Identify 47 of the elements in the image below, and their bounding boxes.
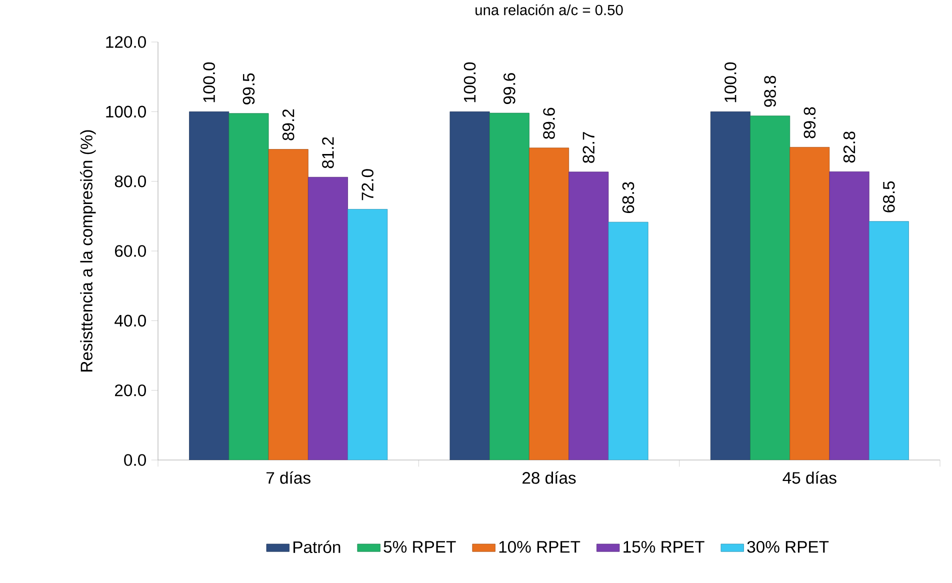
- bar: [790, 147, 830, 460]
- bar: [528, 148, 570, 460]
- data-label: 89.6: [543, 108, 555, 139]
- data-label: 82.8: [843, 132, 856, 163]
- y-tick-label: 60.0: [115, 245, 146, 257]
- bar: [568, 172, 609, 460]
- legend-label: 5% RPET: [384, 541, 456, 553]
- x-tick-label: 7 días: [266, 471, 310, 484]
- data-label: 72.0: [362, 169, 374, 200]
- legend-label: 10% RPET: [499, 540, 580, 553]
- bar: [750, 116, 790, 460]
- data-label: 98.8: [764, 76, 776, 107]
- data-label: 68.3: [622, 182, 634, 213]
- bar: [829, 171, 870, 460]
- y-axis-title: Resisttencia a la compresión (%): [80, 130, 96, 372]
- bar: [348, 209, 388, 460]
- legend-label: Patrón: [293, 540, 340, 554]
- chart-title: una relación a/c = 0.50: [476, 4, 623, 16]
- bar: [868, 221, 909, 460]
- bar: [608, 222, 648, 460]
- x-tick-label: 45 días: [782, 471, 836, 484]
- y-tick-label: 0.0: [124, 454, 146, 466]
- data-label: 81.2: [322, 137, 334, 168]
- data-label: 100.0: [203, 62, 215, 102]
- data-label: 99.6: [503, 73, 516, 104]
- y-tick-label: 80.0: [114, 175, 146, 188]
- legend-label: 30% RPET: [747, 540, 829, 553]
- y-tick-label: 120.0: [106, 36, 146, 48]
- bar: [268, 149, 308, 460]
- data-label: 100.0: [464, 62, 476, 102]
- y-tick-label: 100.0: [106, 106, 146, 118]
- bar: [189, 111, 230, 460]
- data-label: 99.5: [242, 73, 255, 104]
- x-tick-label: 28 días: [522, 471, 576, 484]
- bar: [228, 113, 269, 460]
- data-label: 89.2: [282, 109, 294, 140]
- y-tick-label: 40.0: [114, 314, 146, 327]
- bar: [489, 112, 530, 460]
- data-label: 89.8: [804, 107, 816, 138]
- bar: [710, 111, 750, 460]
- legend-label: 15% RPET: [624, 541, 704, 553]
- y-tick-label: 20.0: [115, 384, 146, 396]
- data-label: 100.0: [724, 62, 736, 102]
- data-label: 82.7: [582, 132, 595, 163]
- bar: [450, 111, 490, 460]
- data-label: 68.5: [883, 181, 895, 212]
- bar: [308, 176, 348, 460]
